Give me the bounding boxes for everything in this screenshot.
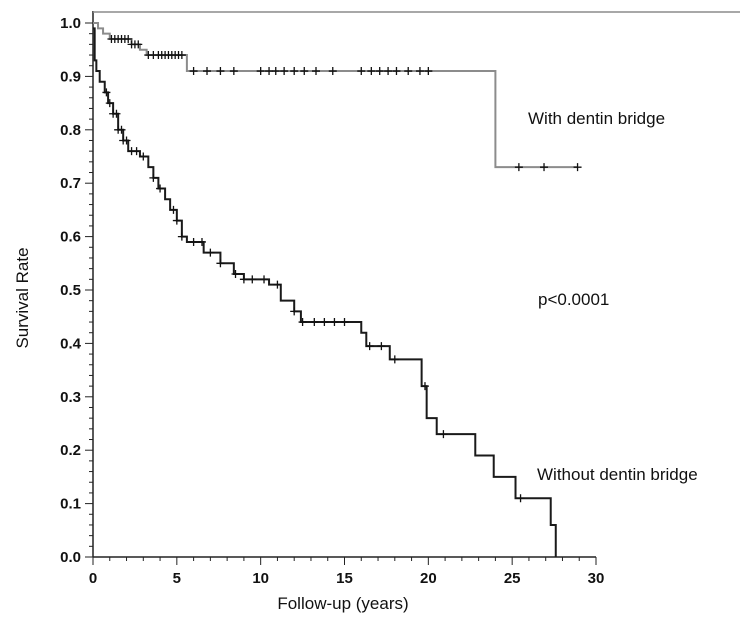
censor-mark [149, 173, 158, 182]
censor-mark [320, 318, 329, 327]
x-tick-label: 20 [420, 570, 437, 587]
x-axis-title: Follow-up (years) [277, 594, 408, 613]
censor-mark [112, 109, 121, 118]
censor-mark [415, 67, 424, 76]
censor-mark [311, 67, 320, 76]
censor-mark [390, 355, 399, 364]
censor-mark [124, 35, 133, 44]
censor-mark [420, 382, 429, 391]
censor-mark [328, 67, 337, 76]
censor-mark [102, 88, 111, 97]
censor-mark [197, 237, 206, 246]
y-tick-label: 0.1 [60, 496, 81, 513]
censor-mark [132, 147, 141, 156]
censor-mark [404, 67, 413, 76]
censor-mark [256, 67, 265, 76]
censor-mark [298, 318, 307, 327]
censor-mark [231, 269, 240, 278]
y-tick-label: 0.3 [60, 389, 81, 406]
series-without-dentin-bridge [93, 27, 557, 557]
y-tick-label: 0.5 [60, 282, 81, 299]
y-tick-label: 0.7 [60, 175, 81, 192]
x-tick-label: 25 [504, 570, 521, 587]
censor-mark [117, 125, 126, 134]
x-tick-label: 5 [173, 570, 181, 587]
censor-mark [206, 248, 215, 257]
censor-mark [265, 67, 274, 76]
censor-mark [229, 67, 238, 76]
series-with-dentin-bridge [93, 22, 582, 172]
censor-mark [439, 430, 448, 439]
censor-mark [300, 67, 309, 76]
censor-mark [375, 67, 384, 76]
censor-mark [365, 342, 374, 351]
censor-mark [392, 67, 401, 76]
censor-mark [134, 40, 143, 49]
censor-mark [514, 163, 523, 172]
censor-mark [189, 67, 198, 76]
censor-mark [189, 237, 198, 246]
censor-mark [516, 494, 525, 503]
censor-mark [122, 136, 131, 145]
y-tick-label: 0.4 [60, 335, 82, 352]
censor-mark [203, 67, 212, 76]
censor-mark [357, 67, 366, 76]
censor-mark [216, 259, 225, 268]
censor-mark [290, 307, 299, 316]
censor-mark [172, 216, 181, 225]
survival-curve [93, 27, 557, 557]
censor-mark [273, 280, 282, 289]
censor-mark [377, 342, 386, 351]
censor-mark [177, 51, 186, 60]
survival-curve [93, 22, 578, 169]
censor-mark [105, 99, 114, 108]
y-axis-title: Survival Rate [13, 247, 32, 348]
censor-mark [239, 275, 248, 284]
censor-mark [177, 232, 186, 241]
y-tick-label: 1.0 [60, 15, 81, 32]
censor-mark [424, 67, 433, 76]
censor-mark [156, 184, 165, 193]
x-tick-label: 30 [588, 570, 605, 587]
x-tick-label: 15 [336, 570, 353, 587]
censor-mark [139, 152, 148, 161]
y-tick-label: 0.0 [60, 549, 81, 566]
censor-mark [271, 67, 280, 76]
censor-mark [340, 318, 349, 327]
censor-mark [330, 318, 339, 327]
censor-mark [540, 163, 549, 172]
label-without-dentin-bridge: Without dentin bridge [537, 465, 698, 484]
censor-mark [260, 275, 269, 284]
y-tick-label: 0.6 [60, 229, 81, 246]
y-tick-label: 0.9 [60, 68, 81, 85]
label-with-dentin-bridge: With dentin bridge [528, 109, 665, 128]
censor-mark [367, 67, 376, 76]
label-p-value: p<0.0001 [538, 290, 609, 309]
censor-mark [169, 205, 178, 214]
censor-mark [248, 275, 257, 284]
y-tick-label: 0.8 [60, 122, 81, 139]
series-group [93, 22, 582, 557]
x-tick-label: 10 [252, 570, 269, 587]
x-tick-label: 0 [89, 570, 97, 587]
censor-mark [290, 67, 299, 76]
y-tick-label: 0.2 [60, 442, 81, 459]
axes: 0.0 0.1 0.2 0.3 0.4 0.5 0.6 0.7 0.8 0.9 1.0 0 5 10 15 2… [60, 11, 740, 587]
censor-mark [216, 67, 225, 76]
censor-mark [573, 163, 582, 172]
censor-mark [310, 318, 319, 327]
censor-mark [280, 67, 289, 76]
censor-mark [384, 67, 393, 76]
